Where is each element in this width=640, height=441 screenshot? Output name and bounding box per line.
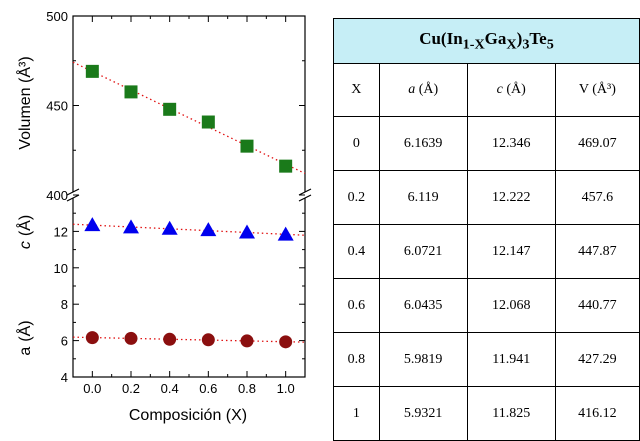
volume-point [124, 85, 138, 99]
a-param-point [240, 334, 254, 348]
cell-a: 5.9321 [378, 386, 468, 441]
table-row: 0.2 6.119 12.222 457.6 [333, 170, 640, 225]
fit-line-c [72, 223, 306, 236]
c-axis-unit: (Å) [15, 215, 34, 236]
cell-x: 0 [333, 116, 380, 171]
cell-a: 6.1639 [378, 116, 468, 171]
table-header-row: X a (Å) c (Å) V (Å³) [333, 63, 640, 117]
fit-line-a [72, 336, 306, 343]
a-param-point [201, 333, 215, 347]
c-param-point [277, 226, 294, 241]
axis-break-mark [298, 188, 312, 196]
x-tick-label: 0.4 [161, 381, 179, 396]
c-param-point [84, 217, 101, 232]
table-row: 0.6 6.0435 12.068 440.77 [333, 278, 640, 333]
c-axis-label: c (Å) [15, 215, 34, 249]
table-row: 0.8 5.9819 11.941 427.29 [333, 332, 640, 387]
header-x: X [333, 63, 380, 117]
cell-v: 427.29 [554, 332, 640, 387]
y-tick-label-lattice: 6 [61, 334, 68, 349]
cell-c: 12.222 [466, 170, 556, 225]
volume-point [201, 115, 215, 129]
cell-c: 12.068 [466, 278, 556, 333]
axis-break-mark [66, 188, 80, 196]
c-param-point [123, 219, 139, 234]
volume-point [240, 139, 254, 153]
y-tick-label-volume: 500 [46, 9, 68, 24]
c-param-point [200, 222, 217, 237]
plot-border [72, 15, 306, 378]
cell-x: 0.8 [333, 332, 380, 387]
cell-c: 11.825 [466, 386, 556, 441]
a-axis-var: a [17, 347, 34, 356]
cell-x: 0.6 [333, 278, 380, 333]
x-tick-label: 0.6 [199, 381, 217, 396]
cell-v: 457.6 [554, 170, 640, 225]
cell-v: 447.87 [554, 224, 640, 279]
table-row: 0 6.1639 12.346 469.07 [333, 116, 640, 171]
table-row: 1 5.9321 11.825 416.12 [333, 386, 640, 441]
x-tick-label: 1.0 [277, 381, 295, 396]
a-param-point [124, 331, 138, 345]
a-param-point [163, 332, 177, 346]
data-marks [84, 64, 294, 349]
axis-ticks: 0.0 0.2 0.4 0.6 0.8 1.0 400 450 500 4 6 8 10 12 [46, 9, 305, 396]
a-param-point [279, 335, 293, 349]
c-param-point [239, 224, 255, 239]
cell-a: 6.0435 [378, 278, 468, 333]
volume-axis-label: Volumen (Å³) [15, 56, 34, 149]
header-c: c (Å) [466, 63, 556, 117]
fit-lines [72, 61, 306, 343]
y-tick-label-lattice: 4 [61, 370, 68, 385]
table-row: 0.4 6.0721 12.147 447.87 [333, 224, 640, 279]
cell-c: 12.147 [466, 224, 556, 279]
cell-x: 0.4 [333, 224, 380, 279]
a-axis-label: a (Å) [15, 320, 34, 355]
cell-x: 0.2 [333, 170, 380, 225]
y-tick-label-lattice: 8 [61, 297, 68, 312]
cell-a: 6.119 [378, 170, 468, 225]
cell-v: 469.07 [554, 116, 640, 171]
table-title: Cu(In1-XGaX)3Te5 [333, 18, 640, 64]
c-param-point [161, 220, 178, 235]
header-v: V (Å³) [554, 63, 640, 117]
axis-break-mark [298, 194, 312, 202]
c-axis-var: c [17, 241, 34, 249]
y-tick-label-lattice: 12 [54, 224, 68, 239]
y-tick-label-volume: 450 [46, 99, 68, 114]
plot-frame [66, 15, 312, 378]
composition-chart: 0.0 0.2 0.4 0.6 0.8 1.0 400 450 500 4 6 8 10 12 Compo… [15, 9, 312, 424]
y-tick-label-volume: 400 [46, 188, 68, 203]
cell-c: 12.346 [466, 116, 556, 171]
y-tick-label-lattice: 10 [54, 261, 68, 276]
x-tick-label: 0.0 [83, 381, 101, 396]
cell-v: 416.12 [554, 386, 640, 441]
axis-break-mark [66, 194, 80, 202]
cell-a: 5.9819 [378, 332, 468, 387]
a-axis-unit: (Å) [15, 320, 34, 341]
volume-point [85, 64, 99, 78]
x-tick-label: 0.8 [238, 381, 256, 396]
cell-v: 440.77 [554, 278, 640, 333]
cell-c: 11.941 [466, 332, 556, 387]
volume-point [163, 102, 177, 116]
cell-a: 6.0721 [378, 224, 468, 279]
a-param-point [85, 331, 99, 345]
x-tick-label: 0.2 [122, 381, 140, 396]
cell-x: 1 [333, 386, 380, 441]
header-a: a (Å) [378, 63, 468, 117]
fit-line-volume [72, 61, 306, 175]
x-axis-label: Composición (X) [129, 407, 247, 424]
volume-point [279, 159, 293, 173]
